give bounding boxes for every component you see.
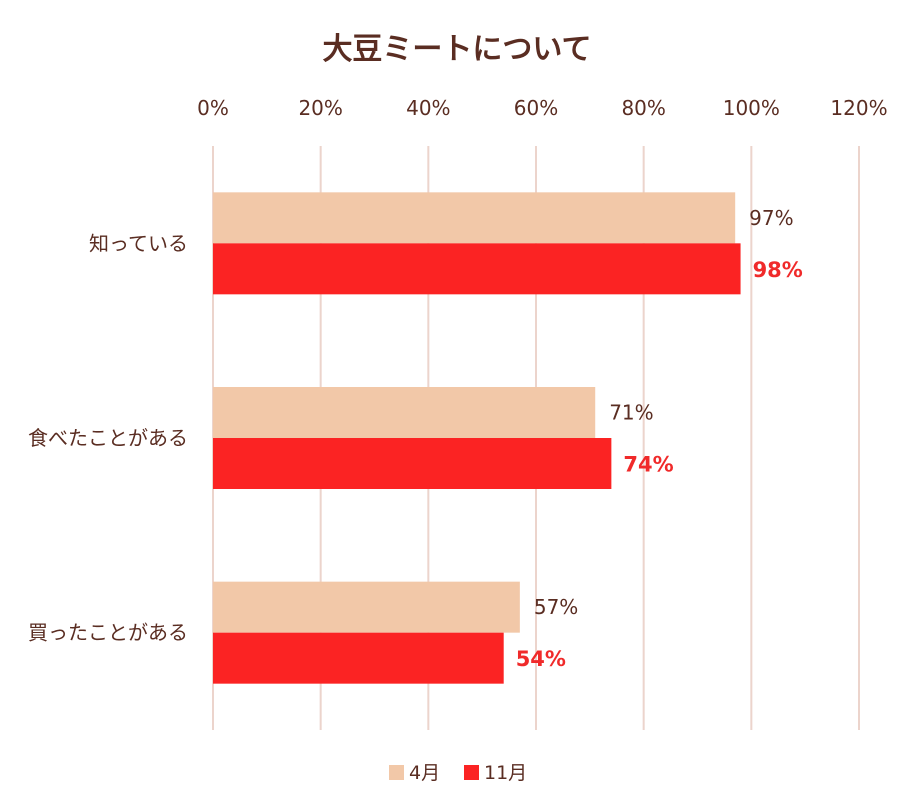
x-tick-label: 0% <box>197 96 229 120</box>
x-axis-ticks: 0% 20% 40% 60% 80% 100% 120% <box>197 96 887 120</box>
bar-11月 <box>213 632 504 684</box>
bar-4月 <box>213 387 596 438</box>
chart-title: 大豆ミートについて <box>322 32 591 67</box>
x-tick-label: 60% <box>514 96 558 120</box>
data-label-11月: 98% <box>753 258 803 282</box>
data-labels: 97% 98% 71% 74% 57% 54% <box>516 206 803 671</box>
bars <box>213 192 741 684</box>
x-tick-label: 80% <box>621 96 665 120</box>
bar-11月 <box>213 243 741 295</box>
legend: 4月 11月 <box>389 762 527 784</box>
x-tick-label: 120% <box>830 96 887 120</box>
x-tick-label: 20% <box>298 96 342 120</box>
category-label: 食べたことがある <box>28 426 188 450</box>
x-tick-label: 100% <box>723 96 780 120</box>
data-label-4月: 57% <box>534 595 578 619</box>
x-tick-label: 40% <box>406 96 450 120</box>
data-label-11月: 54% <box>516 647 566 671</box>
data-label-4月: 71% <box>609 401 653 425</box>
data-label-11月: 74% <box>623 453 673 477</box>
legend-label-11月: 11月 <box>484 762 527 784</box>
category-label: 買ったことがある <box>28 621 188 645</box>
legend-label-4月: 4月 <box>409 762 440 784</box>
legend-swatch-4月 <box>389 765 404 780</box>
bar-4月 <box>213 192 736 244</box>
legend-swatch-11月 <box>464 765 479 780</box>
bar-4月 <box>213 581 520 633</box>
category-label: 知っている <box>89 231 188 255</box>
bar-11月 <box>213 438 612 489</box>
data-label-4月: 97% <box>749 206 793 230</box>
